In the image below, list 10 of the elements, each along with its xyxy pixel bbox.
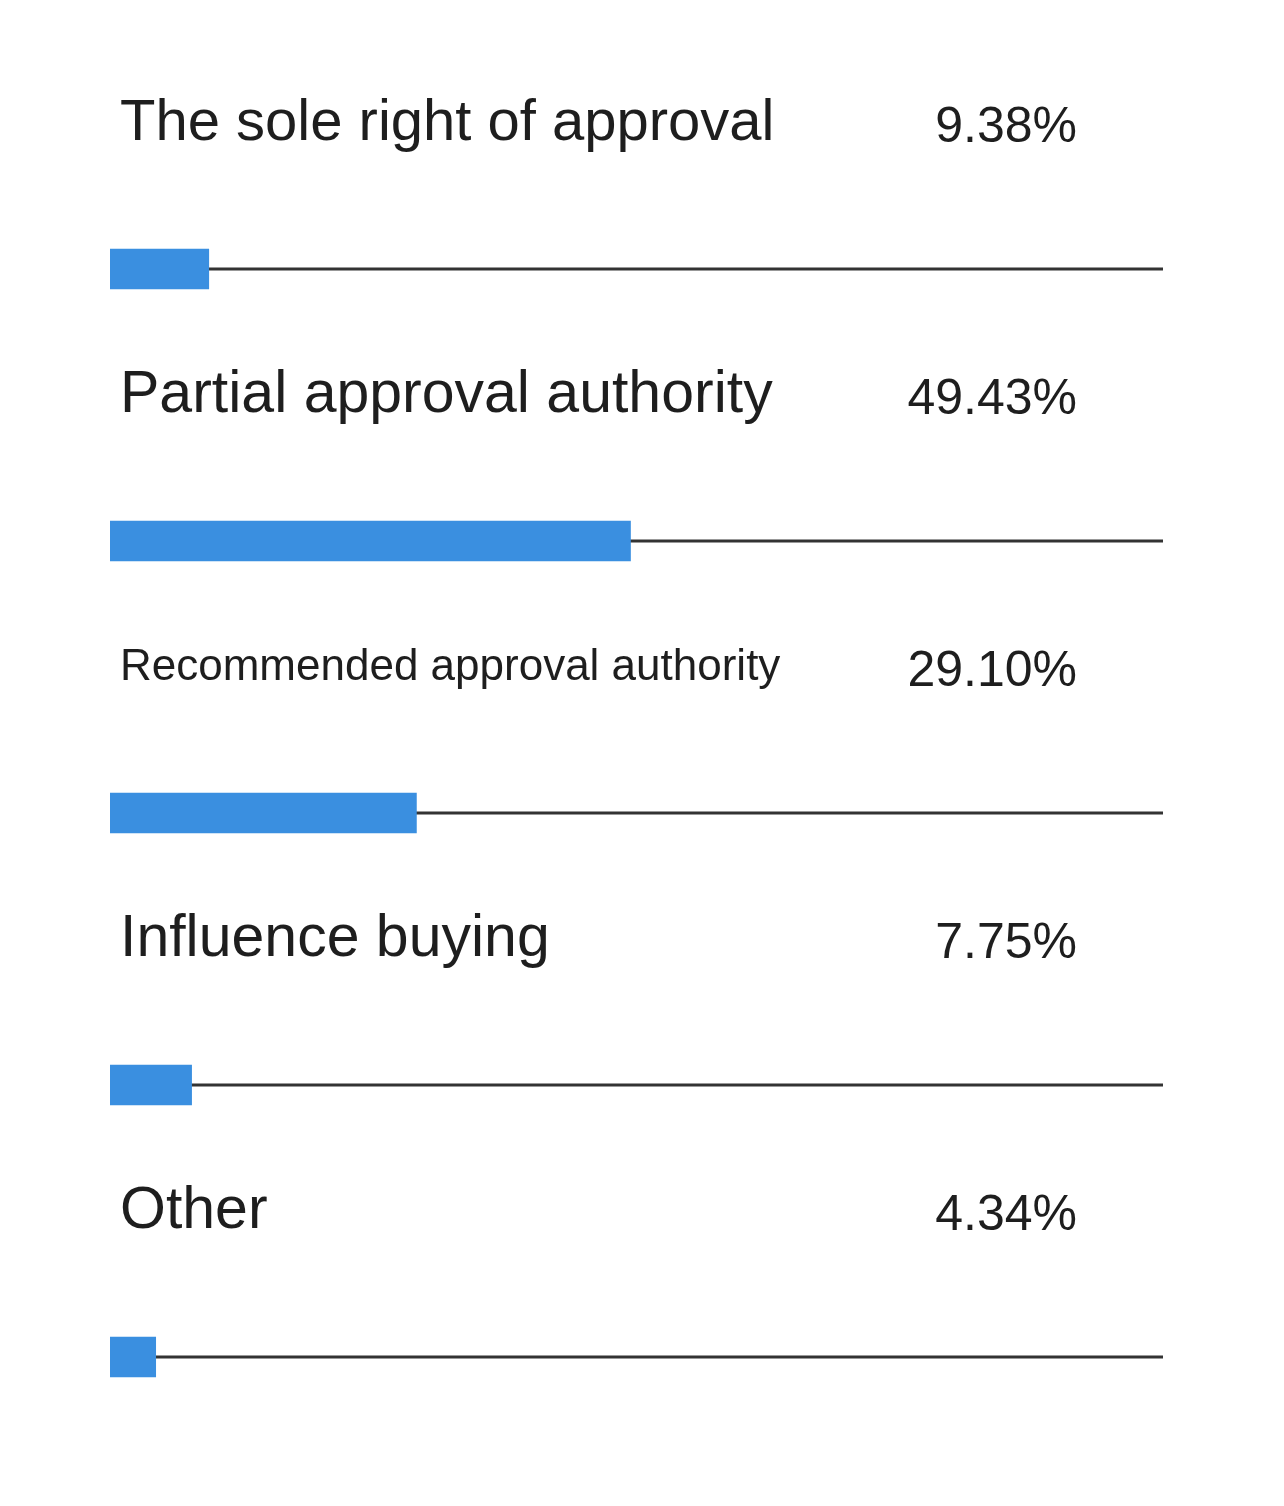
data-label: 7.75% (935, 912, 1077, 969)
data-label: 4.34% (935, 1184, 1077, 1241)
y-tick-label: Other (120, 1175, 268, 1242)
data-label: 49.43% (907, 368, 1077, 425)
y-tick-label: Influence buying (120, 903, 550, 970)
data-label: 9.38% (935, 96, 1077, 153)
y-tick-label: The sole right of approval (120, 87, 775, 152)
y-tick-label: Recommended approval authority (120, 640, 781, 690)
y-tick-label: Partial approval authority (120, 359, 774, 426)
data-label: 29.10% (907, 640, 1077, 697)
